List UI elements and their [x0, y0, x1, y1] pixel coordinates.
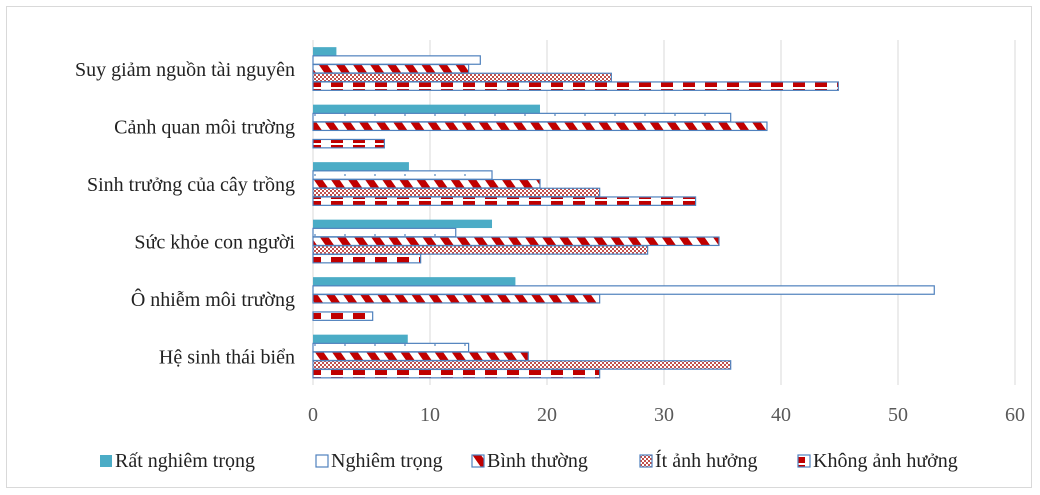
bar-5-5 [312, 311, 374, 321]
bar-1-3 [313, 162, 409, 171]
legend-swatch [639, 454, 653, 468]
bar-1-1 [313, 47, 337, 56]
bar-2-6 [312, 342, 470, 353]
bars [312, 47, 935, 379]
gridlines [312, 40, 1016, 385]
category-label: Hệ sinh thái biển [159, 346, 295, 368]
bar-3-2 [312, 121, 768, 132]
bar-1-5 [313, 277, 516, 286]
legend-label: Rất nghiêm trọng [115, 450, 255, 472]
bar-2-4 [312, 227, 457, 238]
x-tick-label: 40 [771, 404, 791, 426]
legend-swatch [471, 454, 485, 468]
bar-5-1 [312, 81, 839, 91]
category-label: Suy giảm nguồn tài nguyên [75, 59, 295, 81]
bar-5-2 [312, 138, 385, 149]
bar-2-5 [312, 285, 935, 295]
category-label: Sức khỏe con người [134, 231, 295, 253]
x-tick-label: 60 [1005, 404, 1025, 426]
legend-swatch [315, 454, 329, 468]
x-tick-label: 20 [537, 404, 557, 426]
bar-3-4 [312, 236, 720, 247]
x-tick-labels: 0 10 20 30 40 50 60 [308, 404, 1025, 426]
bar-5-6 [312, 368, 601, 379]
category-labels: Suy giảm nguồn tài nguyên Cảnh quan môi t… [75, 59, 295, 369]
legend-swatch [100, 455, 112, 467]
bar-1-2 [313, 104, 540, 114]
x-tick-label: 10 [420, 404, 440, 426]
legend-label: Ít ảnh hưởng [655, 449, 758, 472]
bar-1-6 [313, 334, 408, 344]
x-tick-label: 0 [308, 404, 318, 426]
bar-1-4 [313, 219, 493, 229]
bar-4-1 [312, 72, 612, 83]
bar-2-1 [312, 55, 481, 65]
x-tick-label: 30 [654, 404, 674, 426]
bar-3-6 [312, 351, 529, 362]
category-label: Sinh trưởng của cây trồng [87, 174, 295, 196]
legend-label: Bình thường [487, 450, 588, 472]
bar-4-6 [312, 360, 732, 370]
category-label: Ô nhiễm môi trường [131, 287, 295, 311]
legend-label: Không ảnh hưởng [813, 450, 958, 472]
bar-3-3 [312, 178, 541, 189]
legend: Rất nghiêm trọng Nghiêm trọng Bình thường Í… [100, 449, 958, 472]
legend-swatch [797, 454, 811, 468]
bar-4-4 [312, 245, 649, 255]
category-label: Cảnh quan môi trường [114, 116, 295, 138]
bar-2-3 [312, 170, 493, 180]
x-tick-label: 50 [888, 404, 908, 426]
bar-5-3 [312, 196, 697, 206]
bar-3-1 [312, 63, 470, 74]
bar-4-3 [312, 187, 601, 198]
bar-5-4 [312, 253, 422, 264]
bar-2-2 [312, 112, 732, 123]
bar-3-5 [312, 293, 601, 304]
legend-label: Nghiêm trọng [331, 450, 443, 472]
